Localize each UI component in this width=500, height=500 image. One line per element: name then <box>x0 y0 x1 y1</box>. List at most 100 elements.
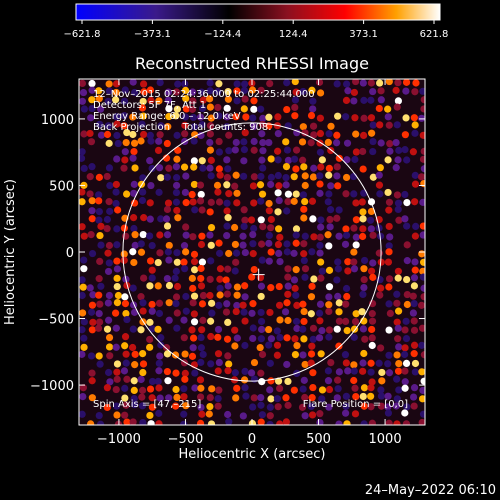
pattern-blob <box>104 316 113 324</box>
pattern-blob <box>299 351 307 359</box>
colorbar-tick-label: −124.4 <box>204 29 241 40</box>
pattern-blob <box>95 197 103 205</box>
pattern-blob <box>385 275 394 283</box>
colorbar-ticks: −621.8 −373.1 −124.4 124.4 373.1 621.8 <box>63 20 448 40</box>
pattern-blob <box>324 367 333 375</box>
pattern-blob <box>360 265 368 273</box>
pattern-blob <box>122 309 130 318</box>
pattern-blob <box>112 188 120 196</box>
pattern-blob <box>308 248 316 256</box>
pattern-blob <box>257 393 265 402</box>
pattern-blob <box>130 308 139 316</box>
pattern-blob <box>324 138 332 147</box>
pattern-blob <box>105 333 114 342</box>
pattern-blob <box>275 282 283 291</box>
pattern-blob <box>393 395 401 403</box>
pattern-blob <box>173 155 181 163</box>
pattern-blob <box>97 282 105 290</box>
pattern-blob <box>257 308 265 317</box>
pattern-blob <box>292 239 300 247</box>
pattern-blob <box>257 216 265 224</box>
pattern-blob <box>366 216 375 224</box>
pattern-blob <box>343 80 351 88</box>
pattern-blob <box>181 113 190 121</box>
pattern-blob <box>197 131 205 140</box>
pattern-blob <box>291 112 299 120</box>
pattern-blob <box>130 377 138 385</box>
pattern-blob <box>308 342 316 350</box>
pattern-blob <box>360 402 368 410</box>
pattern-blob <box>207 241 215 249</box>
pattern-blob <box>80 164 88 172</box>
pattern-blob <box>196 197 205 205</box>
pattern-blob <box>419 231 425 239</box>
pattern-blob <box>233 199 241 207</box>
pattern-blob <box>351 155 359 164</box>
pattern-blob <box>333 163 341 171</box>
pattern-blob <box>95 275 103 283</box>
pattern-blob <box>349 172 358 181</box>
pattern-blob <box>384 392 392 400</box>
pattern-blob <box>317 274 325 282</box>
pattern-blob <box>214 325 223 334</box>
pattern-blob <box>232 307 240 316</box>
pattern-blob <box>113 113 121 121</box>
pattern-blob <box>386 309 394 318</box>
pattern-blob <box>298 403 307 411</box>
pattern-blob <box>290 386 298 394</box>
pattern-blob <box>173 393 181 402</box>
pattern-blob <box>292 88 300 96</box>
pattern-blob <box>215 112 223 120</box>
pattern-blob <box>386 140 394 148</box>
pattern-blob <box>180 334 188 342</box>
pattern-blob <box>137 326 145 334</box>
pattern-blob <box>266 386 274 394</box>
pattern-blob <box>173 174 181 182</box>
pattern-blob <box>368 419 376 425</box>
pattern-blob <box>155 299 164 307</box>
pattern-blob <box>216 275 224 283</box>
pattern-blob <box>88 79 96 88</box>
pattern-blob <box>182 307 190 315</box>
pattern-blob <box>163 231 172 239</box>
pattern-blob <box>410 114 418 122</box>
pattern-blob <box>225 190 233 198</box>
pattern-blob <box>325 266 334 274</box>
pattern-blob <box>418 418 425 425</box>
pattern-blob <box>292 266 300 274</box>
pattern-blob <box>241 129 249 137</box>
pattern-blob <box>79 309 87 317</box>
pattern-blob <box>155 384 163 392</box>
pattern-blob <box>122 350 130 358</box>
pattern-blob <box>129 325 137 333</box>
pattern-blob <box>369 87 377 96</box>
pattern-blob <box>300 240 308 248</box>
pattern-blob <box>113 298 122 307</box>
pattern-blob <box>309 97 317 105</box>
pattern-blob <box>180 393 188 401</box>
pattern-blob <box>316 300 325 308</box>
pattern-blob <box>207 317 215 325</box>
pattern-blob <box>402 420 411 425</box>
pattern-blob <box>342 402 350 411</box>
pattern-blob <box>241 293 249 301</box>
pattern-blob <box>344 87 352 95</box>
pattern-blob <box>375 359 383 367</box>
pattern-blob <box>276 316 284 324</box>
pattern-blob <box>282 394 290 402</box>
pattern-blob <box>121 300 130 308</box>
pattern-blob <box>402 79 411 86</box>
pattern-blob <box>384 409 393 417</box>
pattern-blob <box>214 88 222 96</box>
pattern-blob <box>343 420 351 425</box>
pattern-blob <box>343 327 351 335</box>
pattern-blob <box>394 199 403 207</box>
pattern-blob <box>368 317 377 325</box>
pattern-blob <box>224 410 232 419</box>
pattern-blob <box>189 299 197 307</box>
pattern-blob <box>384 258 393 266</box>
pattern-blob <box>191 206 199 214</box>
pattern-blob <box>377 402 386 410</box>
pattern-blob <box>112 343 120 351</box>
pattern-blob <box>79 88 88 97</box>
